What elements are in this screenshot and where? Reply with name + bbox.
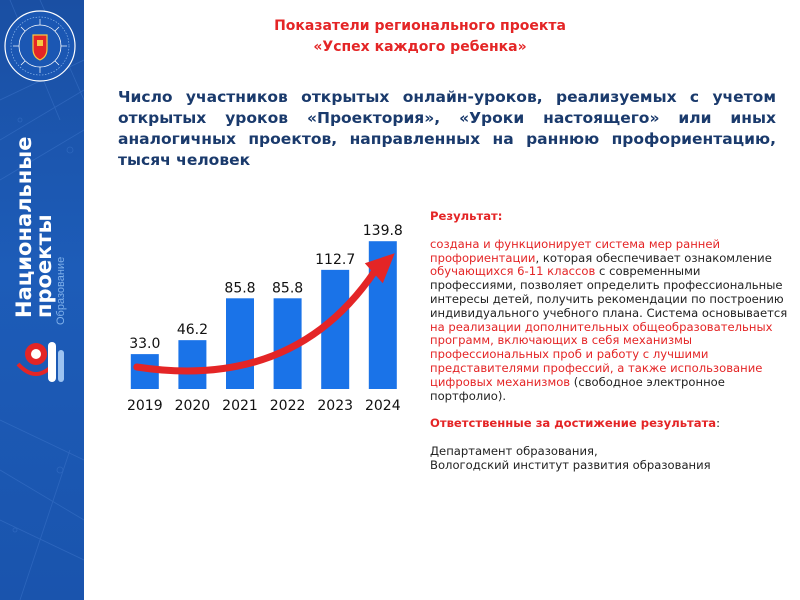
responsible-heading: Ответственные за достижение результата: bbox=[430, 416, 721, 431]
data-label-2024: 139.8 bbox=[363, 223, 403, 239]
x-tick-2024: 2024 bbox=[365, 398, 401, 414]
responsible-org-1: Департамент образования, bbox=[430, 444, 598, 459]
trend-arrow-head bbox=[364, 253, 395, 284]
chart-subtitle: Число участников открытых онлайн-уроков,… bbox=[118, 88, 776, 169]
national-projects-logo-icon bbox=[16, 342, 64, 382]
result-description: создана и функционирует система мер ранн… bbox=[430, 236, 788, 403]
sidebar-title: Национальные проекты bbox=[12, 136, 56, 318]
x-tick-2021: 2021 bbox=[222, 398, 258, 414]
trend-arrow bbox=[133, 267, 379, 375]
x-tick-2022: 2022 bbox=[270, 398, 306, 414]
page-title: Показатели регионального проекта «Успех … bbox=[274, 18, 566, 55]
x-tick-2023: 2023 bbox=[317, 398, 353, 414]
data-label-2022: 85.8 bbox=[272, 280, 303, 296]
sidebar-subtitle: Образование bbox=[55, 256, 67, 325]
data-label-2021: 85.8 bbox=[224, 280, 255, 296]
responsible-org-2: Вологодский институт развития образовани… bbox=[430, 457, 711, 472]
result-heading: Результат: bbox=[430, 209, 503, 223]
bar-2021 bbox=[226, 298, 254, 389]
result-panel: Результат: создана и функционирует систе… bbox=[430, 209, 790, 473]
bar-2020 bbox=[178, 340, 207, 389]
sidebar: Национальные проекты Образование bbox=[0, 0, 84, 600]
x-tick-2020: 2020 bbox=[175, 398, 211, 414]
regional-emblem-icon bbox=[4, 10, 76, 82]
x-tick-2019: 2019 bbox=[127, 398, 163, 414]
data-label-2019: 33.0 bbox=[129, 336, 160, 352]
data-label-2023: 112.7 bbox=[315, 252, 355, 268]
bar-chart: 33.0 2019 46.2 2020 85.8 2021 85.8 2022 112.7 202… bbox=[127, 223, 403, 414]
data-label-2020: 46.2 bbox=[177, 322, 208, 338]
